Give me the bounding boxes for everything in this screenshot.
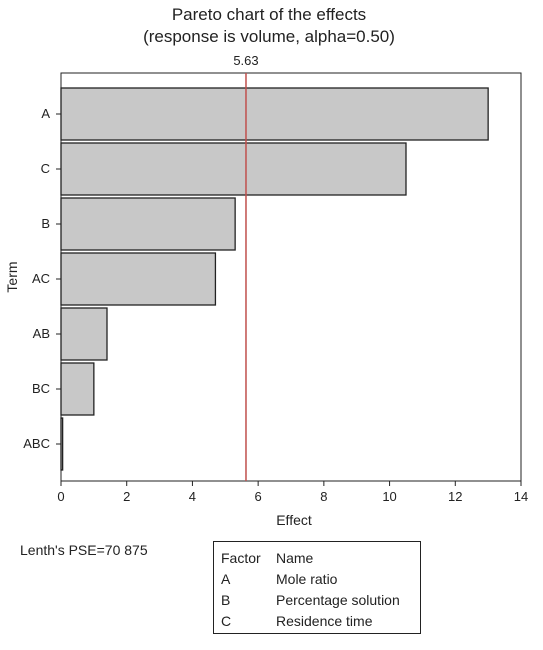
factor-name: Mole ratio	[276, 571, 338, 587]
x-tick-label: 6	[255, 489, 262, 504]
y-tick-label: AB	[33, 326, 50, 341]
factor-code: B	[221, 592, 231, 608]
bar-bc	[60, 362, 95, 416]
factor-row: B Percentage solution	[221, 590, 420, 611]
factor-row: C Residence time	[221, 611, 420, 632]
bar-b	[60, 197, 236, 251]
factor-legend-table: Factor Name A Mole ratio B Percentage so…	[213, 541, 421, 634]
bar-c	[60, 142, 407, 196]
factor-name: Residence time	[276, 613, 373, 629]
bar-a	[60, 87, 489, 141]
reference-line-label: 5.63	[233, 53, 258, 68]
y-tick-label: ABC	[23, 436, 50, 451]
y-tick-label: A	[41, 106, 50, 121]
factor-row: A Mole ratio	[221, 569, 420, 590]
factor-header: Factor	[221, 550, 261, 566]
bar-ac	[60, 252, 217, 306]
chart-title: Pareto chart of the effects	[172, 5, 366, 24]
y-axis-label: Term	[4, 261, 20, 292]
lenth-pse-note: Lenth's PSE=70 875	[20, 542, 148, 558]
factor-table-header: Factor Name	[221, 548, 420, 569]
x-tick-label: 10	[382, 489, 396, 504]
factor-code: C	[221, 613, 232, 629]
x-tick-label: 0	[57, 489, 64, 504]
y-tick-label: AC	[32, 271, 50, 286]
y-tick-label: BC	[32, 381, 50, 396]
bar-ab	[60, 307, 108, 361]
factor-name: Percentage solution	[276, 592, 400, 608]
x-tick-label: 12	[448, 489, 462, 504]
chart-subtitle: (response is volume, alpha=0.50)	[143, 27, 395, 46]
pareto-chart: Pareto chart of the effects (response is…	[4, 5, 528, 528]
y-tick-label: C	[41, 161, 50, 176]
x-axis-label: Effect	[276, 512, 312, 528]
x-tick-label: 2	[123, 489, 130, 504]
y-tick-label: B	[41, 216, 50, 231]
factor-code: A	[221, 571, 231, 587]
name-header: Name	[276, 550, 314, 566]
bar-abc	[60, 417, 64, 471]
x-tick-label: 8	[320, 489, 327, 504]
x-tick-label: 4	[189, 489, 196, 504]
x-tick-label: 14	[514, 489, 528, 504]
